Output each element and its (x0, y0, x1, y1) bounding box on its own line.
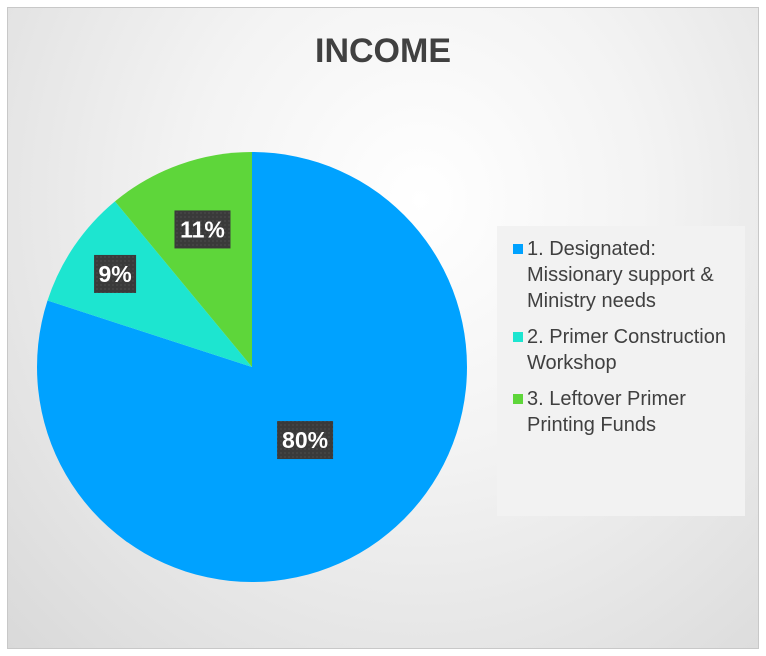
data-label-leftover-funds: 11% (174, 210, 231, 249)
legend-label-designated: 1. Designated: Missionary support & Mini… (527, 238, 714, 312)
legend-item-designated: 1. Designated: Missionary support & Mini… (513, 236, 739, 314)
pie-slice-primer-construction (47, 201, 252, 367)
chart-area: INCOME 80% 9% 11% 1. Designated: Missionar… (7, 7, 759, 649)
legend: 1. Designated: Missionary support & Mini… (497, 226, 745, 516)
pie-slice-leftover-funds (114, 152, 252, 367)
chart-title: INCOME (315, 32, 451, 70)
data-label-text: 80% (282, 427, 328, 453)
legend-item-primer-construction: 2. Primer Construction Workshop (513, 324, 739, 376)
legend-item-leftover-funds: 3. Leftover Primer Printing Funds (513, 386, 739, 438)
data-label-primer-construction: 9% (94, 254, 137, 293)
data-label-text: 11% (180, 216, 225, 242)
data-label-background (174, 210, 231, 249)
data-label-background (277, 421, 334, 460)
legend-swatch-leftover-funds (513, 394, 523, 404)
legend-swatch-designated (513, 244, 523, 254)
pie-slices (36, 152, 468, 582)
pie-data-labels: 80% 9% 11% (94, 210, 334, 460)
data-label-designated: 80% (277, 421, 334, 460)
data-label-background (94, 254, 137, 293)
pie-slice-designated (36, 152, 468, 582)
data-label-text: 9% (98, 261, 131, 287)
pie-chart: 80% 9% 11% (36, 152, 468, 582)
legend-label-primer-construction: 2. Primer Construction Workshop (527, 326, 726, 374)
legend-label-leftover-funds: 3. Leftover Primer Printing Funds (527, 388, 686, 436)
legend-swatch-primer-construction (513, 332, 523, 342)
